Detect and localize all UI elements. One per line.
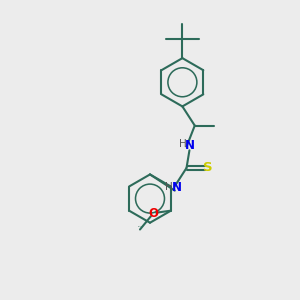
Text: H: H <box>179 140 187 149</box>
Text: N: N <box>185 139 195 152</box>
Text: S: S <box>203 160 213 174</box>
Text: N: N <box>172 182 182 194</box>
Text: O: O <box>148 206 158 220</box>
Text: methoxy: methoxy <box>138 225 144 226</box>
Text: H: H <box>165 182 173 192</box>
